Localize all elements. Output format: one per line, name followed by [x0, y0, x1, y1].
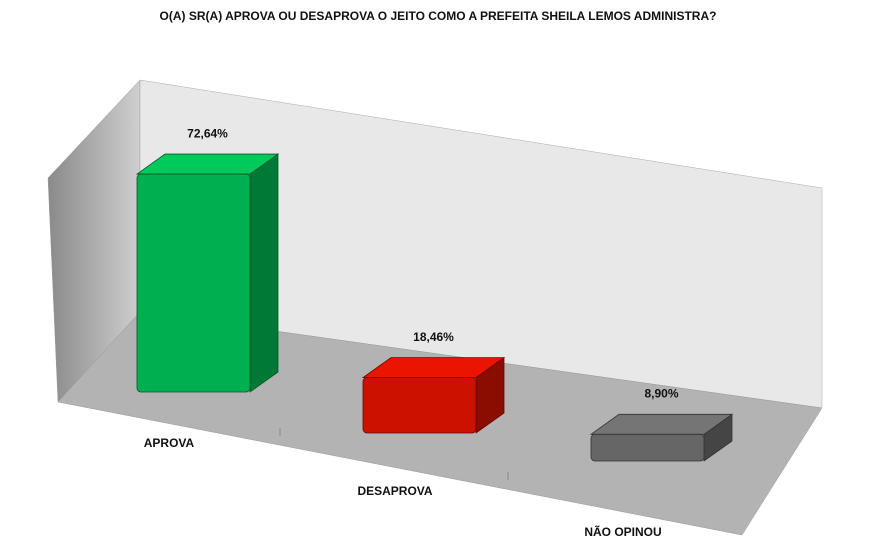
bar: [136, 173, 251, 393]
bar: [590, 433, 705, 462]
bar: [362, 377, 477, 434]
data-label: 72,64%: [187, 126, 228, 140]
x-tick-label: DESAPROVA: [357, 484, 432, 498]
bar-side: [249, 153, 279, 393]
data-label: 8,90%: [644, 386, 678, 400]
data-label: 18,46%: [413, 330, 454, 344]
chart-title: O(A) SR(A) APROVA OU DESAPROVA O JEITO C…: [160, 9, 717, 23]
x-tick-label: APROVA: [144, 436, 195, 450]
x-tick-label: NÃO OPINOU: [584, 524, 661, 539]
